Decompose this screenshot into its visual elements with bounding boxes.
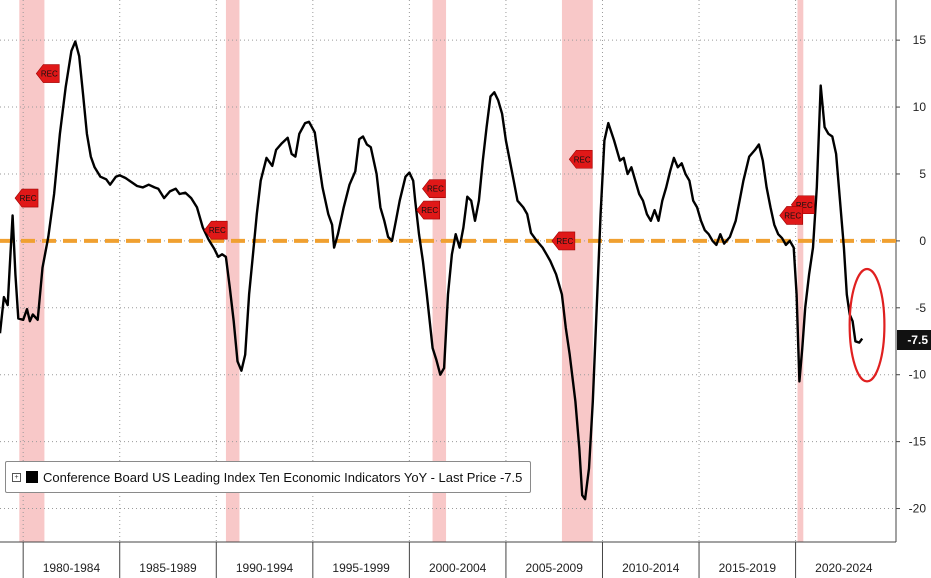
rec-marker-label: REC (421, 206, 438, 215)
x-tick-label: 2015-2019 (719, 561, 777, 575)
rec-marker-shape (35, 64, 60, 83)
rec-marker-shape (551, 231, 576, 251)
x-tick-label: 1995-1999 (332, 561, 390, 575)
rec-marker: REC (779, 206, 804, 225)
rec-marker-label: REC (784, 211, 801, 220)
legend-label: Conference Board US Leading Index Ten Ec… (43, 469, 523, 485)
rec-marker: REC (203, 220, 228, 240)
rec-marker-shape (779, 206, 804, 225)
rec-marker-label: REC (209, 226, 226, 235)
rec-marker: REC (568, 149, 593, 169)
rec-marker-label: REC (41, 70, 58, 79)
rec-marker: REC (551, 231, 576, 251)
x-tick-label: 1990-1994 (236, 561, 294, 575)
x-tick-label: 2000-2004 (429, 561, 487, 575)
rec-marker-label: REC (20, 194, 37, 203)
y-tick-label: 15 (913, 33, 927, 47)
y-tick-label: -15 (909, 435, 927, 449)
rec-marker-shape (14, 188, 39, 208)
legend-toggle-icon[interactable]: + (12, 472, 21, 482)
rec-marker: REC (14, 188, 39, 208)
rec-marker: REC (35, 64, 60, 83)
recession-band (19, 0, 45, 542)
chart-legend[interactable]: + Conference Board US Leading Index Ten … (5, 461, 532, 493)
highlight-circle (848, 267, 886, 383)
y-tick-label: -20 (909, 502, 927, 516)
rec-marker-label: REC (796, 201, 813, 210)
x-tick-label: 2020-2024 (815, 561, 873, 575)
rec-marker-label: REC (556, 237, 573, 246)
y-tick-label: 5 (919, 167, 926, 181)
x-tick-label: 1985-1989 (139, 561, 197, 575)
recession-band (432, 0, 447, 542)
recession-band (797, 0, 804, 542)
rec-marker-label: REC (427, 185, 444, 194)
y-tick-label: -10 (909, 368, 927, 382)
y-tick-label: -5 (915, 301, 926, 315)
y-tick-label: 10 (913, 100, 927, 114)
rec-marker: REC (422, 179, 446, 198)
y-tick-label: 0 (919, 234, 926, 248)
x-tick-label: 1980-1984 (43, 561, 101, 575)
rec-marker-shape (568, 149, 593, 169)
recession-band (225, 0, 240, 542)
rec-marker-shape (416, 200, 440, 220)
x-tick-label: 2010-2014 (622, 561, 680, 575)
last-price-tag: -7.5 (897, 330, 931, 350)
rec-marker-shape (422, 179, 446, 198)
x-tick-label: 2005-2009 (526, 561, 584, 575)
series-line (0, 40, 864, 501)
rec-marker: REC (416, 200, 440, 220)
rec-marker-shape (203, 220, 228, 240)
recession-band (561, 0, 593, 542)
rec-marker-label: REC (574, 155, 591, 164)
legend-swatch (26, 471, 38, 483)
